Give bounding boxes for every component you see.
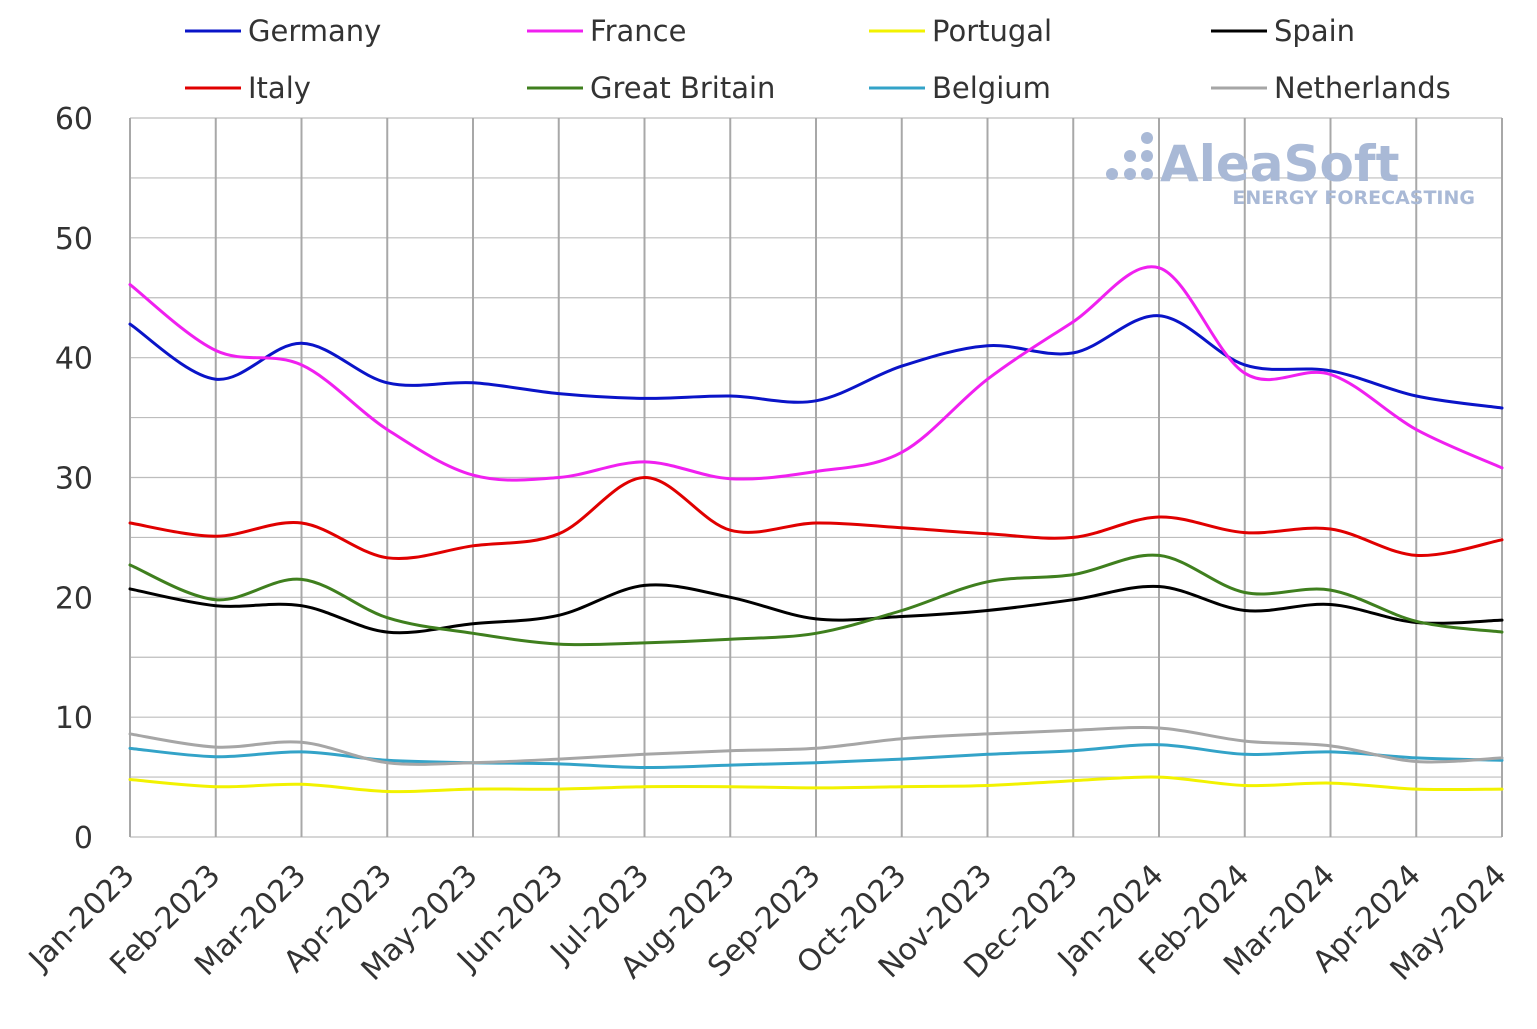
legend-label-germany: Germany — [248, 14, 381, 48]
y-tick-label: 60 — [55, 102, 93, 137]
legend-label-spain: Spain — [1274, 14, 1355, 48]
logo-dots-icon — [1106, 132, 1153, 180]
y-axis: 0 10 20 30 40 50 60 — [55, 102, 93, 856]
y-tick-label: 40 — [55, 342, 93, 377]
legend-label-great-britain: Great Britain — [590, 71, 775, 105]
series-line-italy — [128, 475, 1504, 560]
y-tick-label: 20 — [55, 581, 93, 616]
series-line-spain — [128, 583, 1504, 635]
y-tick-label: 50 — [55, 222, 93, 257]
legend-label-belgium: Belgium — [932, 71, 1051, 105]
legend-label-portugal: Portugal — [932, 14, 1052, 48]
legend-label-france: France — [590, 14, 686, 48]
watermark-logo: AleaSoft ENERGY FORECASTING — [1106, 132, 1475, 209]
legend-label-netherlands: Netherlands — [1274, 71, 1451, 105]
series-line-great-britain — [128, 553, 1504, 647]
x-axis: Jan-2023Feb-2023Mar-2023Apr-2023May-2023… — [21, 858, 1514, 988]
series-line-portugal — [128, 775, 1504, 794]
gridlines — [129, 117, 1503, 838]
y-tick-label: 10 — [55, 701, 93, 736]
series-line-france — [128, 265, 1504, 482]
series-lines — [128, 265, 1504, 794]
series-line-germany — [128, 314, 1504, 410]
series-line-netherlands — [128, 725, 1504, 766]
y-tick-label: 30 — [55, 462, 93, 497]
y-tick-label: 0 — [74, 821, 93, 856]
legend: Germany France Portugal Spain Italy Great Bri… — [185, 14, 1451, 105]
legend-label-italy: Italy — [248, 71, 311, 105]
watermark-title: AleaSoft — [1160, 135, 1400, 193]
watermark-tagline: ENERGY FORECASTING — [1232, 187, 1475, 209]
